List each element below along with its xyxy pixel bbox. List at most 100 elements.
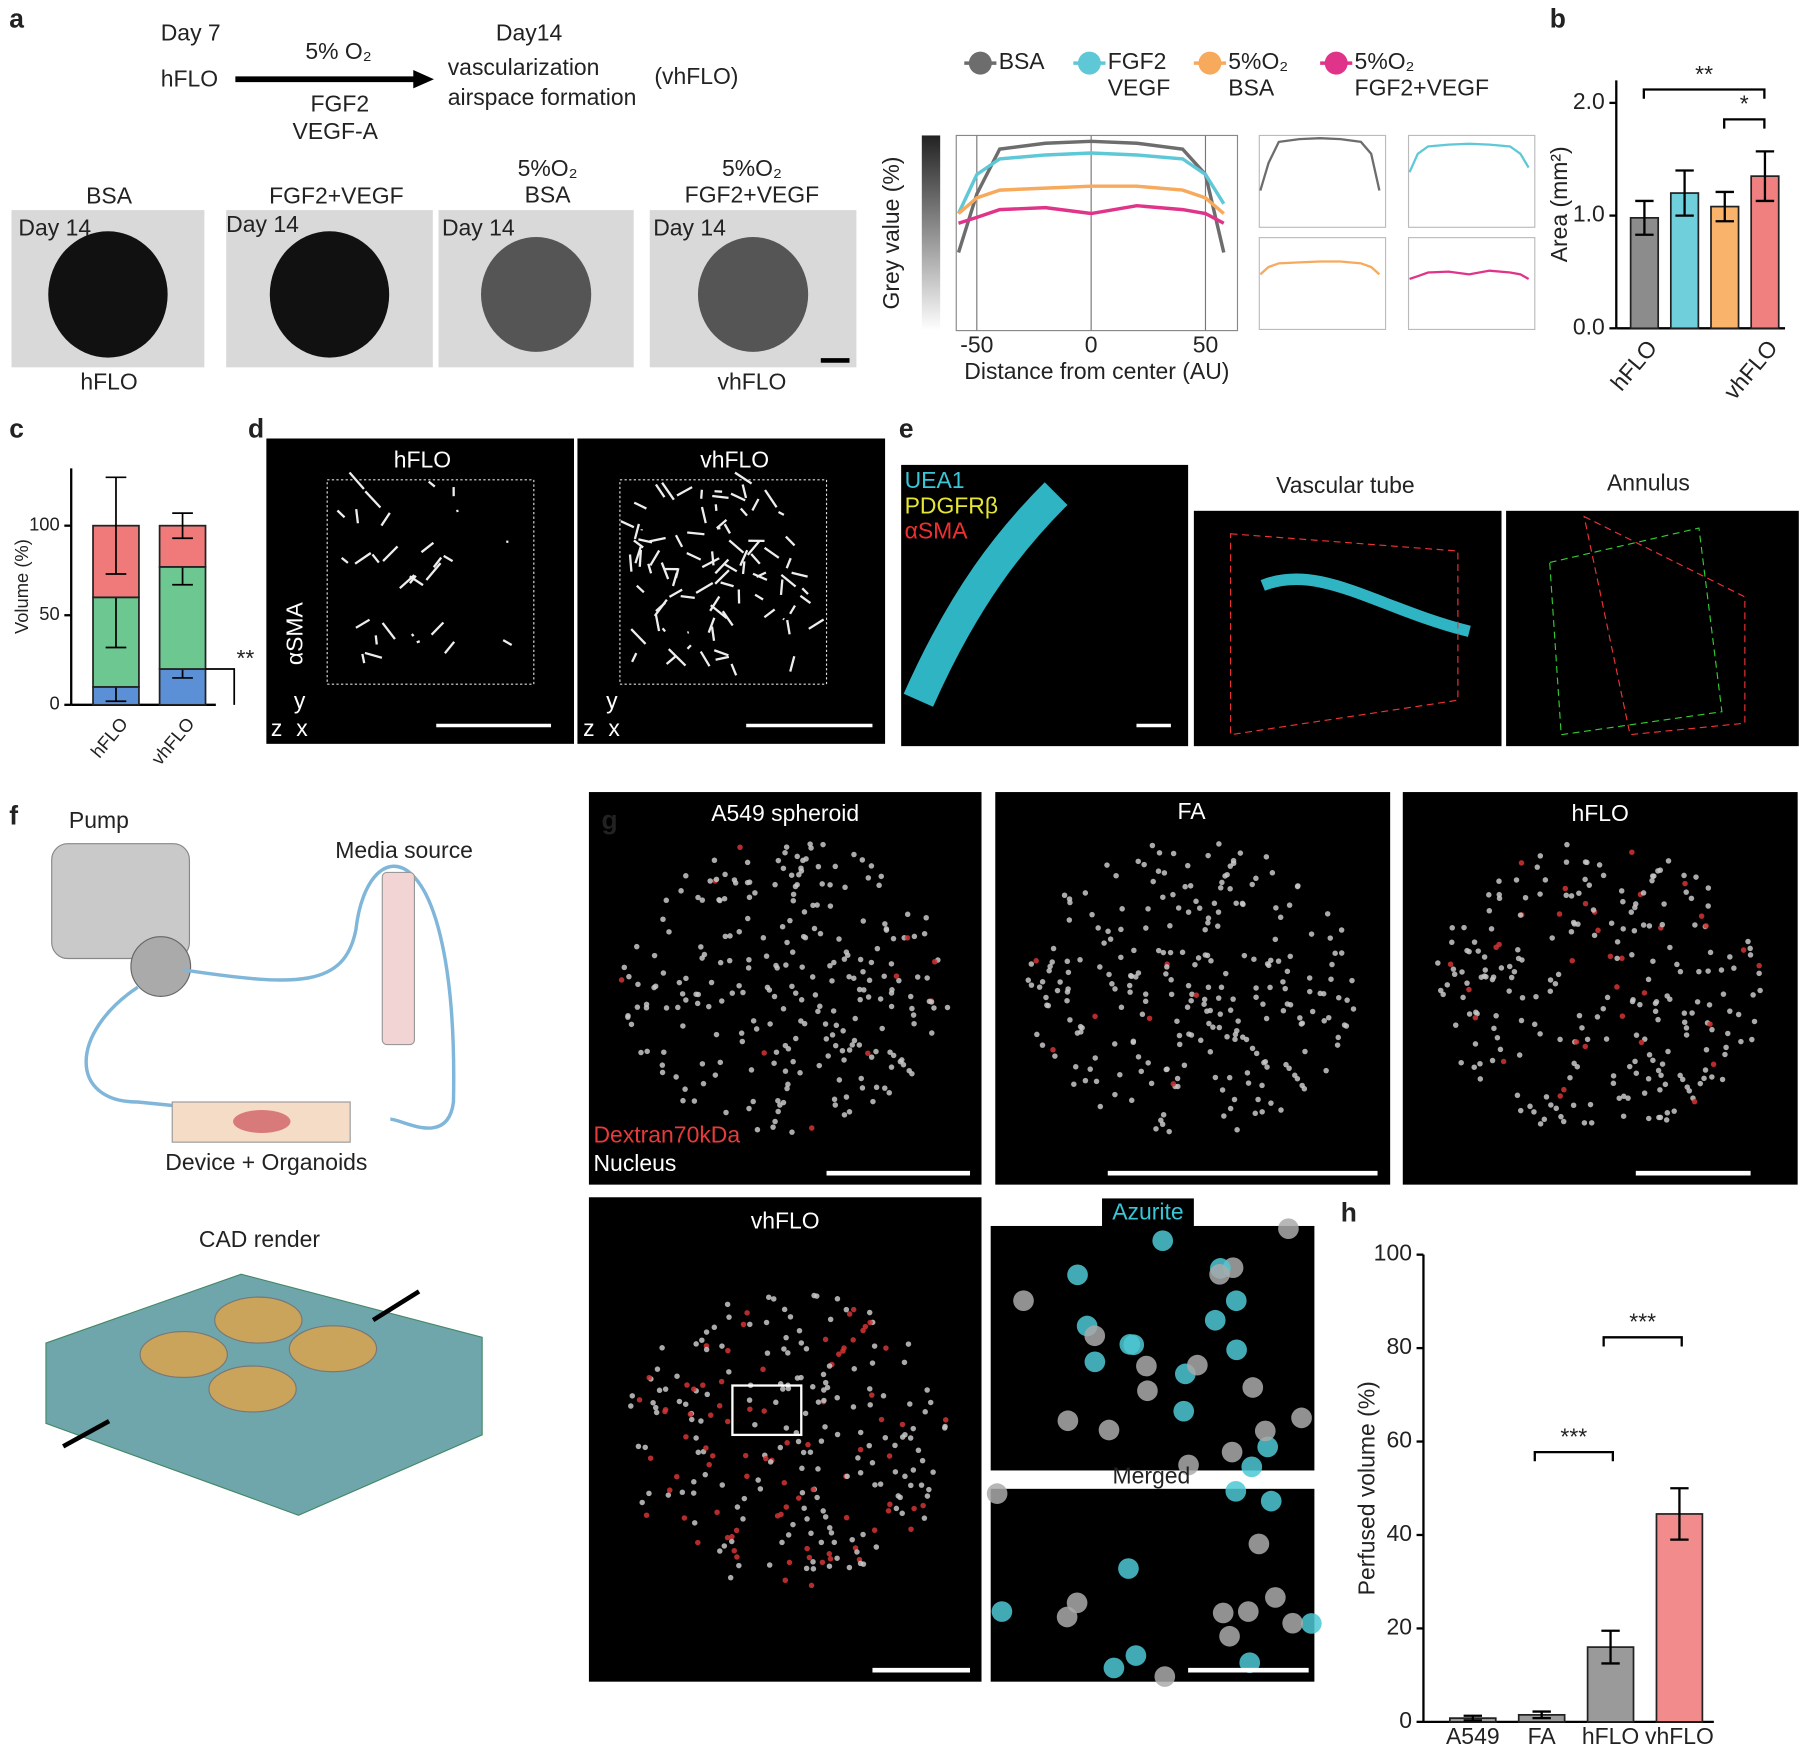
cell: [1531, 1021, 1538, 1028]
cell: [723, 1109, 729, 1116]
cell: [1582, 859, 1589, 865]
cell: [660, 970, 667, 976]
cell: [1065, 986, 1071, 992]
cell: [836, 936, 842, 942]
cell: [770, 1296, 777, 1302]
cell: [1626, 1063, 1633, 1070]
vessel: [633, 501, 647, 510]
cell: [815, 863, 822, 870]
vessel: [380, 512, 391, 527]
series-line: [956, 139, 1226, 254]
cell: [1237, 850, 1244, 856]
vessel: [676, 486, 693, 497]
vessel: [348, 471, 365, 490]
vessel: [381, 622, 396, 640]
cell: [1219, 1625, 1240, 1647]
cell: [876, 882, 882, 889]
cell: [1596, 862, 1603, 868]
vessel: [654, 614, 661, 632]
cell: [798, 1374, 804, 1381]
cell: [1747, 952, 1754, 958]
cell: [1142, 991, 1149, 997]
cell: [1588, 1120, 1595, 1126]
vessel: [382, 545, 399, 562]
cell: [1451, 971, 1458, 978]
vessel: [779, 579, 784, 596]
cell: [633, 943, 640, 950]
y-tick-label: 0.0: [1573, 313, 1605, 339]
cell: [1688, 895, 1695, 902]
cell: [856, 986, 863, 993]
significance-label: ***: [1560, 1423, 1587, 1449]
cell: [1253, 1050, 1260, 1057]
image-title: FGF2+VEGF: [269, 183, 403, 209]
cell: [1182, 883, 1188, 890]
cell: [910, 1467, 917, 1473]
cell: [771, 1060, 777, 1066]
cell: [1225, 1290, 1247, 1312]
cell: [1128, 1097, 1135, 1104]
flow-arrow: [62, 1419, 111, 1449]
vessel: [633, 523, 641, 540]
cell: [784, 1440, 790, 1446]
cell: [698, 944, 704, 950]
cell: [874, 945, 881, 952]
vessel: [715, 655, 730, 661]
cell: [1163, 1066, 1170, 1073]
cell: [774, 1513, 781, 1519]
cell: [766, 987, 773, 993]
cell: [701, 951, 708, 958]
cell: [1582, 900, 1589, 907]
cell: [1674, 961, 1680, 968]
cell: [1571, 921, 1578, 927]
cell: [1045, 1002, 1052, 1009]
cell: [1198, 1037, 1204, 1044]
cell: [821, 1397, 827, 1404]
cell: [663, 897, 670, 904]
cell: [1082, 890, 1089, 896]
y-tick-label: 2.0: [1573, 88, 1605, 114]
cell: [804, 1516, 810, 1522]
timeline-text: airspace formation: [448, 84, 637, 110]
cell: [783, 1334, 789, 1341]
panel-label: a: [9, 4, 24, 34]
series-line: [958, 203, 1225, 225]
cell: [1266, 962, 1272, 969]
vessel: [789, 655, 796, 672]
cell: [1167, 923, 1173, 929]
cell: [798, 1018, 804, 1024]
cell: [834, 1296, 841, 1302]
cell: [755, 1477, 761, 1483]
vessel: [686, 644, 692, 650]
cell: [1156, 850, 1163, 856]
vessel: [750, 553, 761, 565]
cell: [1543, 1094, 1550, 1100]
cell: [1493, 1013, 1499, 1019]
cell: [1221, 1113, 1227, 1119]
cell: [1095, 925, 1101, 931]
cell: [683, 1434, 689, 1440]
cell: [1614, 955, 1620, 962]
cell: [822, 1424, 828, 1430]
cell: [1629, 849, 1635, 855]
cell: [802, 1410, 809, 1417]
significance-bracket: [205, 668, 236, 705]
cell: [1547, 977, 1554, 983]
small-multiple-line: [1259, 260, 1381, 276]
cell: [850, 1337, 856, 1343]
cell: [1205, 920, 1211, 926]
cell: [1185, 909, 1192, 915]
cell: [850, 1306, 857, 1313]
cell: [820, 841, 826, 848]
vessel: [734, 471, 753, 485]
cell: [836, 1351, 842, 1357]
cell: [1286, 902, 1293, 908]
cell: [719, 1482, 726, 1488]
cell: [1705, 968, 1711, 974]
cell: [1237, 1601, 1259, 1622]
cell: [1089, 911, 1095, 918]
cell: [1701, 1075, 1707, 1082]
cell: [683, 975, 689, 982]
cell: [801, 1020, 808, 1027]
cell: [1118, 1004, 1125, 1011]
